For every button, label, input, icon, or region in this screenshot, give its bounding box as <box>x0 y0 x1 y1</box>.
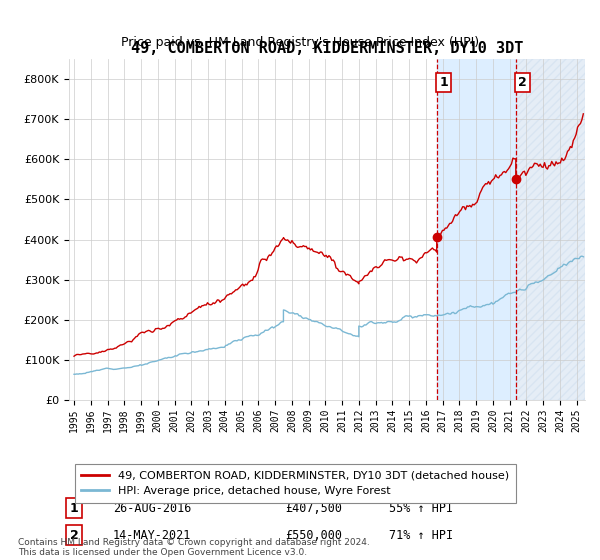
Text: Price paid vs. HM Land Registry's House Price Index (HPI): Price paid vs. HM Land Registry's House … <box>121 36 479 49</box>
Text: 14-MAY-2021: 14-MAY-2021 <box>113 529 191 542</box>
Text: Contains HM Land Registry data © Crown copyright and database right 2024.
This d: Contains HM Land Registry data © Crown c… <box>18 538 370 557</box>
Text: 71% ↑ HPI: 71% ↑ HPI <box>389 529 453 542</box>
Title: 49, COMBERTON ROAD, KIDDERMINSTER, DY10 3DT: 49, COMBERTON ROAD, KIDDERMINSTER, DY10 … <box>131 41 523 56</box>
Bar <box>516 59 585 400</box>
Text: 26-AUG-2016: 26-AUG-2016 <box>113 502 191 515</box>
Text: 1: 1 <box>70 502 79 515</box>
Legend: 49, COMBERTON ROAD, KIDDERMINSTER, DY10 3DT (detached house), HPI: Average price: 49, COMBERTON ROAD, KIDDERMINSTER, DY10 … <box>74 464 515 503</box>
Text: 1: 1 <box>439 76 448 89</box>
Text: £550,000: £550,000 <box>286 529 343 542</box>
Text: £407,500: £407,500 <box>286 502 343 515</box>
Bar <box>437 59 516 400</box>
Text: 2: 2 <box>70 529 79 542</box>
Text: 2: 2 <box>518 76 527 89</box>
Text: 55% ↑ HPI: 55% ↑ HPI <box>389 502 453 515</box>
